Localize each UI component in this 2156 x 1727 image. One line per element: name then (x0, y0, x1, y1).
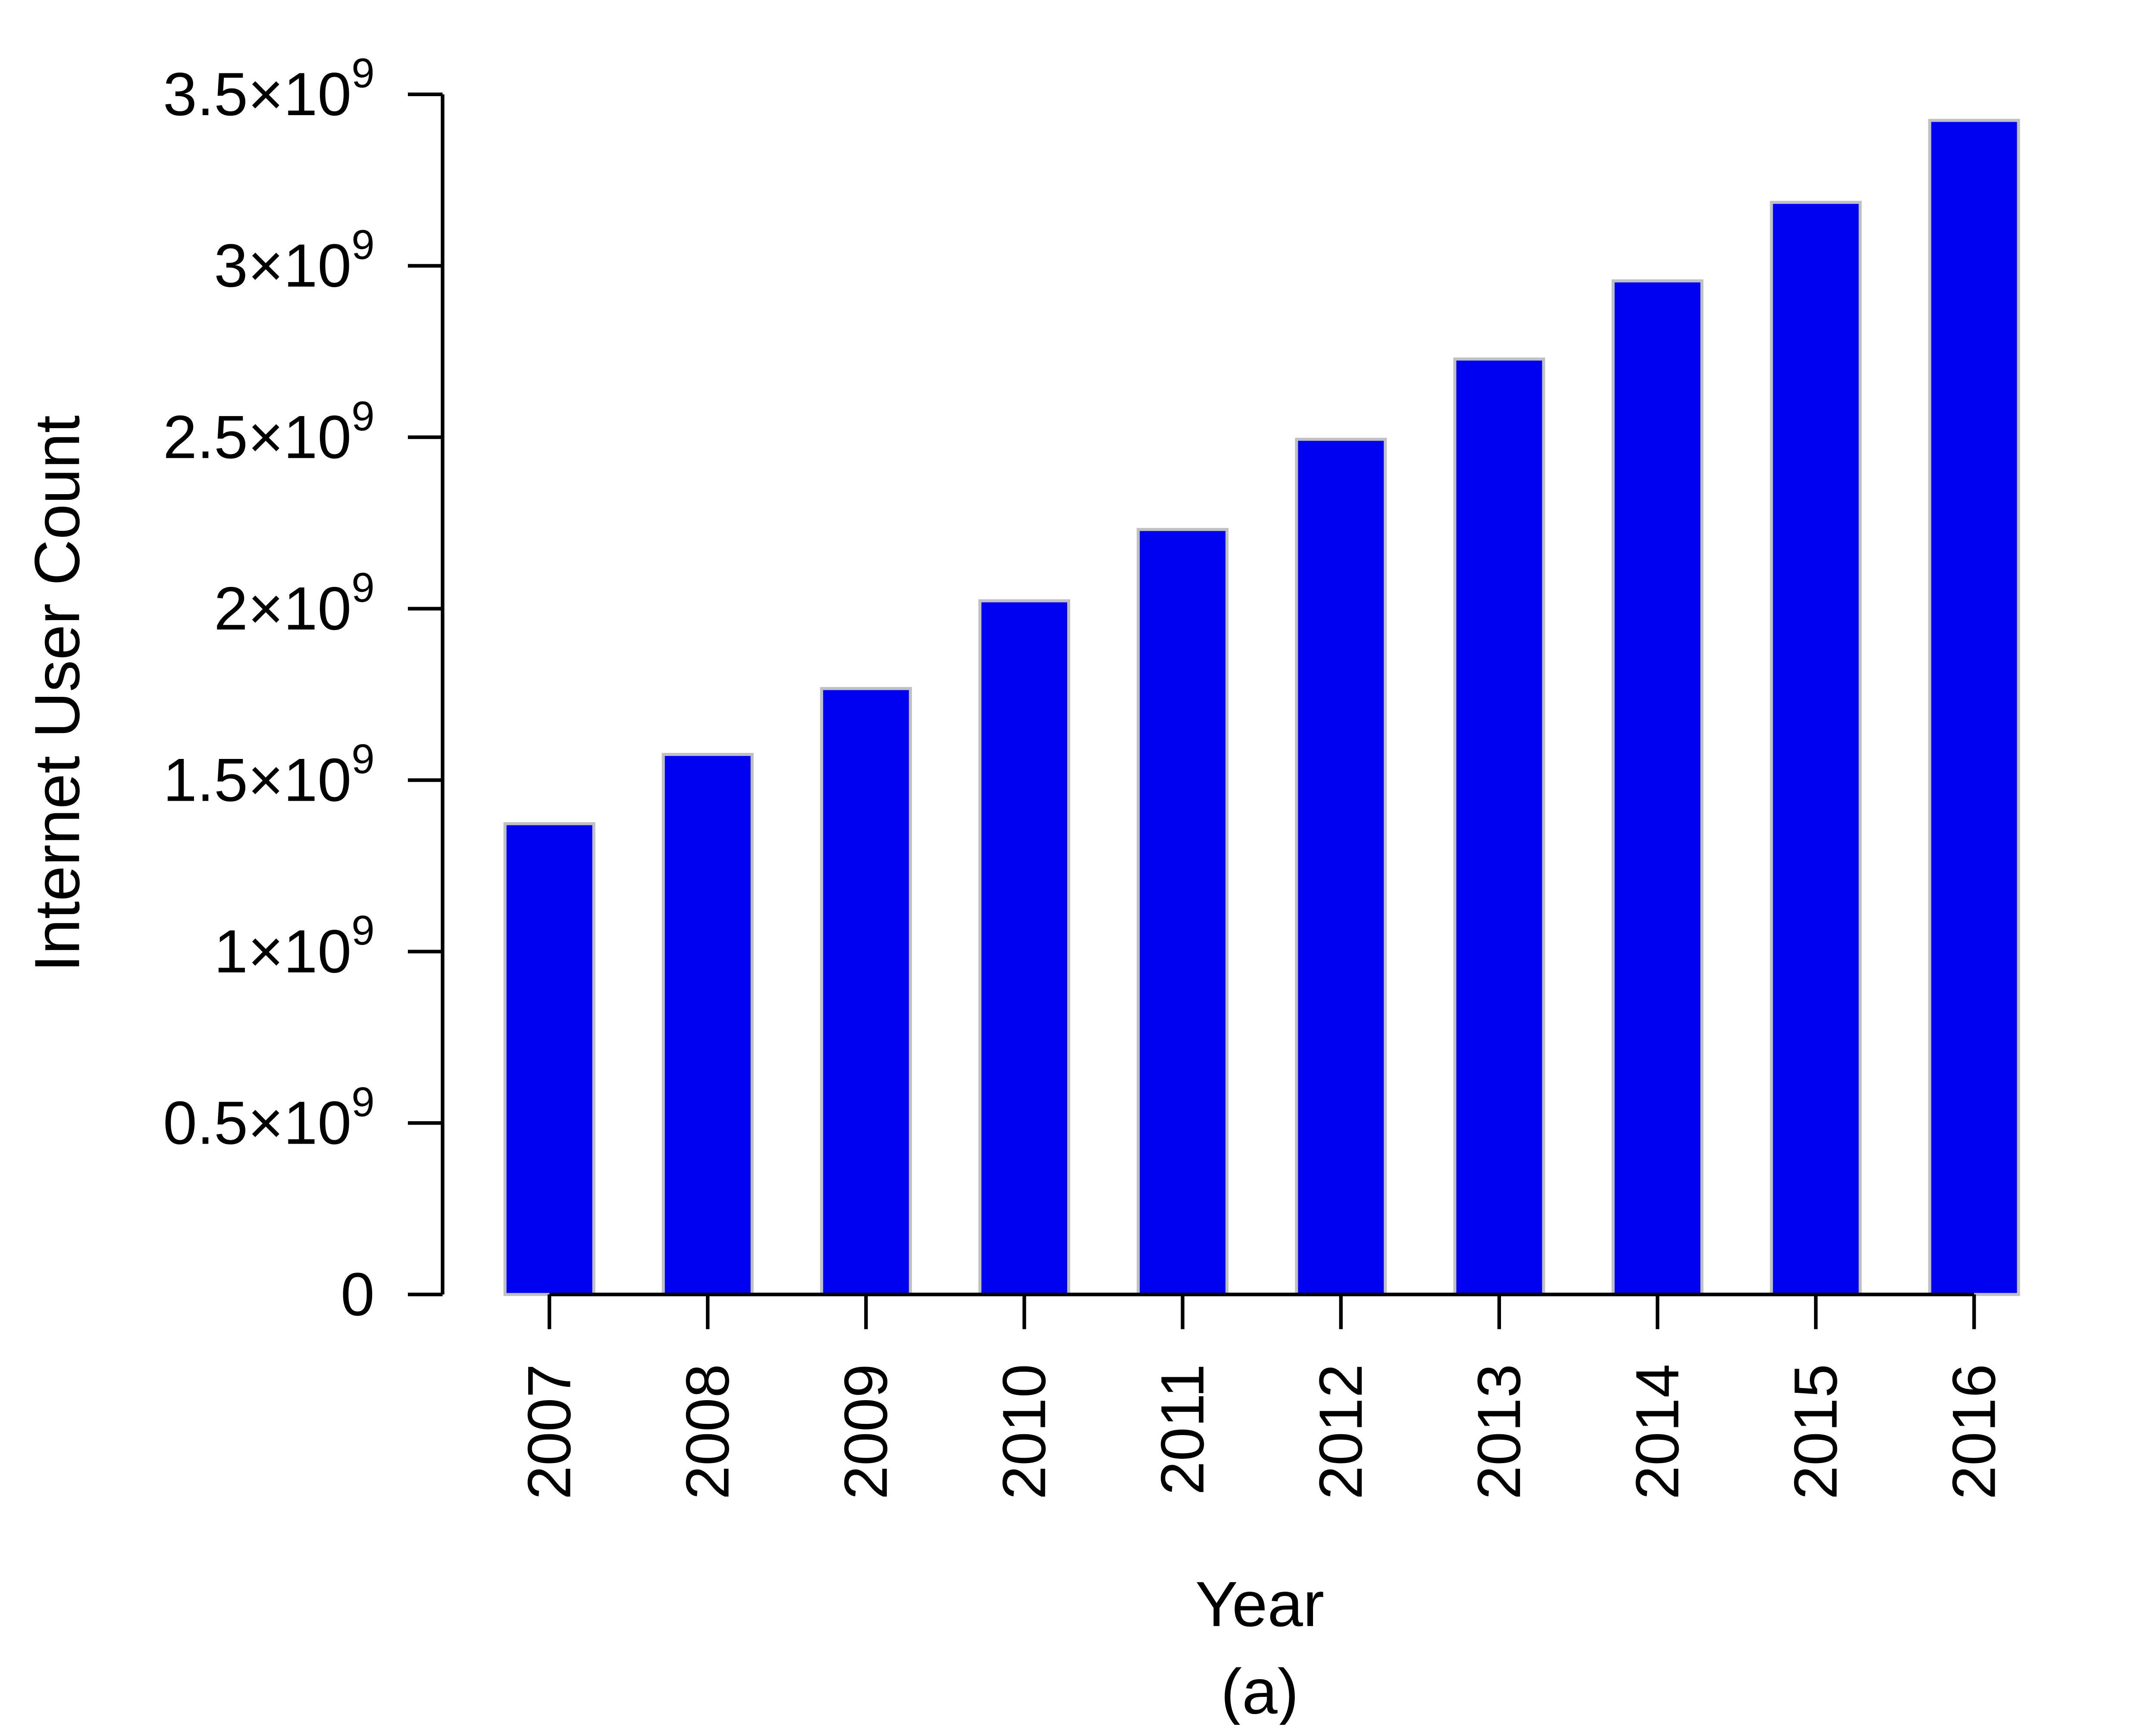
y-tick-mantissa: 0 (341, 1260, 375, 1329)
y-tick-label: 0 (341, 1260, 375, 1329)
y-tick-base: 10 (284, 403, 351, 471)
bar-2016 (1928, 119, 2020, 1296)
y-tick-exponent: 9 (351, 50, 375, 97)
y-ticks-group: 00.5×1091×1091.5×1092×1092.5×1093×1093.5… (163, 50, 443, 1329)
x-tick-label: 2010 (990, 1364, 1059, 1500)
y-tick-times: × (248, 232, 284, 300)
y-tick-base: 10 (284, 1089, 351, 1157)
y-tick-exponent: 9 (351, 564, 375, 611)
y-tick-label: 3×109 (214, 222, 375, 300)
figure-caption: (a) (1221, 1656, 1299, 1725)
bar-2010 (978, 599, 1070, 1296)
y-tick-mantissa: 1.5 (163, 746, 248, 814)
bar-2013 (1453, 357, 1545, 1296)
x-tick-label: 2013 (1465, 1364, 1533, 1500)
y-tick-exponent: 9 (351, 1079, 375, 1125)
y-tick-base: 10 (284, 232, 351, 300)
x-tick-label: 2008 (674, 1364, 742, 1500)
y-tick-label: 2.5×109 (163, 393, 375, 471)
y-tick-base: 10 (284, 746, 351, 814)
y-tick-mantissa: 2 (214, 575, 248, 643)
bar-2014 (1611, 279, 1704, 1296)
y-tick-times: × (248, 918, 284, 986)
y-tick-times: × (248, 746, 284, 814)
bar-2011 (1137, 528, 1229, 1296)
bar-2008 (661, 752, 754, 1296)
y-tick-label: 0.5×109 (163, 1079, 375, 1157)
y-tick-mantissa: 3 (214, 232, 248, 300)
y-tick-exponent: 9 (351, 736, 375, 782)
x-tick-label: 2014 (1623, 1364, 1692, 1500)
x-tick-label: 2009 (832, 1364, 900, 1500)
y-tick-mantissa: 0.5 (163, 1089, 248, 1157)
y-tick-times: × (248, 60, 284, 129)
bar-2009 (820, 687, 912, 1296)
y-axis-label: Internet User Count (22, 415, 93, 972)
y-tick-times: × (248, 1089, 284, 1157)
x-tick-label: 2012 (1307, 1364, 1375, 1500)
y-tick-exponent: 9 (351, 222, 375, 268)
axes-group (441, 94, 1974, 1297)
x-axis-label: Year (1195, 1569, 1324, 1640)
x-ticks-group: 2007 2008 2009 2010 2011 2012 2013 2014 2015 2016 (515, 1294, 2008, 1500)
x-tick-label: 2015 (1782, 1364, 1850, 1500)
y-tick-label: 1×109 (214, 908, 375, 986)
x-tick-label: 2016 (1940, 1364, 2008, 1500)
y-tick-exponent: 9 (351, 908, 375, 954)
y-tick-mantissa: 1 (214, 918, 248, 986)
x-tick-label: 2011 (1149, 1364, 1217, 1495)
y-tick-label: 1.5×109 (163, 736, 375, 814)
y-tick-base: 10 (284, 575, 351, 643)
x-tick-label: 2007 (515, 1364, 583, 1500)
bar-2015 (1770, 201, 1862, 1296)
y-tick-base: 10 (284, 60, 351, 129)
bars-group (503, 119, 2020, 1296)
y-tick-label: 3.5×109 (163, 50, 375, 129)
y-tick-exponent: 9 (351, 393, 375, 439)
y-tick-mantissa: 2.5 (163, 403, 248, 471)
bar-2012 (1295, 438, 1387, 1296)
y-tick-base: 10 (284, 918, 351, 986)
y-tick-label: 2×109 (214, 564, 375, 643)
y-tick-times: × (248, 575, 284, 643)
bar-2007 (503, 822, 595, 1296)
y-tick-times: × (248, 403, 284, 471)
y-tick-mantissa: 3.5 (163, 60, 248, 129)
